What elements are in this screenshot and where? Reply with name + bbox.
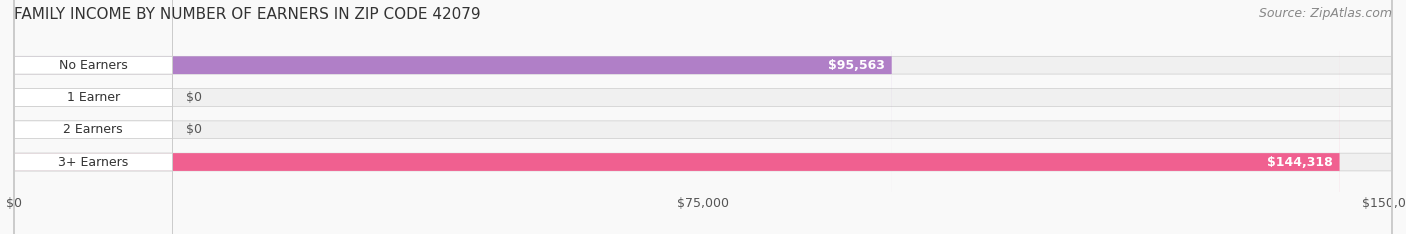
FancyBboxPatch shape <box>14 0 1392 234</box>
FancyBboxPatch shape <box>14 0 173 234</box>
FancyBboxPatch shape <box>14 0 1392 234</box>
FancyBboxPatch shape <box>14 0 173 234</box>
Text: 2 Earners: 2 Earners <box>63 123 124 136</box>
Text: $144,318: $144,318 <box>1267 156 1333 168</box>
FancyBboxPatch shape <box>14 0 173 234</box>
FancyBboxPatch shape <box>14 0 1392 234</box>
FancyBboxPatch shape <box>14 0 1392 234</box>
FancyBboxPatch shape <box>14 0 891 234</box>
FancyBboxPatch shape <box>14 0 173 234</box>
Text: $0: $0 <box>186 123 202 136</box>
Text: 3+ Earners: 3+ Earners <box>58 156 128 168</box>
Text: 1 Earner: 1 Earner <box>66 91 120 104</box>
Text: No Earners: No Earners <box>59 59 128 72</box>
FancyBboxPatch shape <box>14 0 1340 234</box>
Text: $95,563: $95,563 <box>828 59 884 72</box>
Text: $0: $0 <box>186 91 202 104</box>
Text: FAMILY INCOME BY NUMBER OF EARNERS IN ZIP CODE 42079: FAMILY INCOME BY NUMBER OF EARNERS IN ZI… <box>14 7 481 22</box>
Text: Source: ZipAtlas.com: Source: ZipAtlas.com <box>1258 7 1392 20</box>
